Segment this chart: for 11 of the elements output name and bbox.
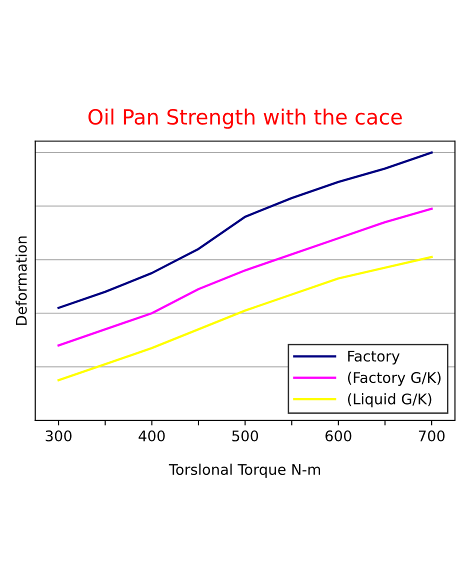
legend-label: Factory: [348, 350, 400, 364]
x-axis-title: Torslonal Torque N-m: [168, 464, 320, 478]
x-tick-label: 600: [325, 430, 352, 442]
x-tick-label: 400: [138, 430, 165, 442]
chart-title: Oil Pan Strength with the cace: [88, 108, 402, 129]
legend-label: (Factory G/K): [348, 372, 441, 386]
legend-label: (Liquid G/K): [348, 393, 432, 408]
x-tick-label: 300: [46, 430, 72, 442]
x-tick-label: 500: [232, 430, 258, 442]
x-tick-label: 700: [418, 430, 445, 442]
y-axis-title: Deformation: [16, 236, 27, 325]
